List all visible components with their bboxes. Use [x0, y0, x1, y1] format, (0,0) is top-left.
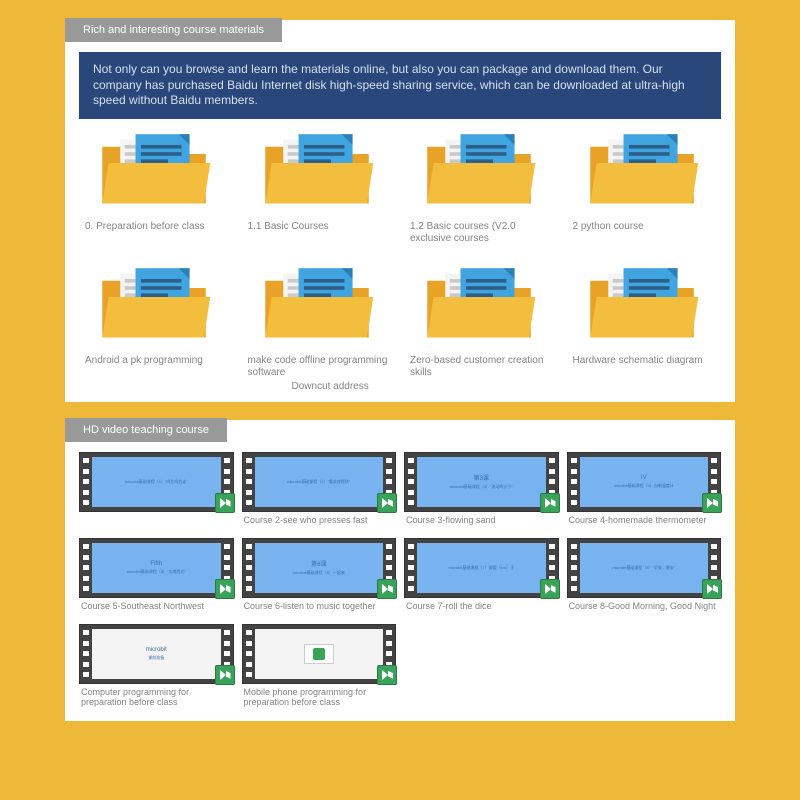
video-label: Course 5-Southeast Northwest [79, 598, 234, 620]
film-strip-icon [80, 539, 92, 597]
folder-label: Zero-based customer creation skills [404, 351, 559, 387]
video-screen: 第6课microbit基础课程（6）一起来 [255, 543, 384, 593]
video-section: HD video teaching course microbit基础课程（1）… [65, 420, 735, 722]
film-strip-icon [405, 539, 417, 597]
video-screen: microbit基础课程（2）"看谁按得快" [255, 457, 384, 507]
video-item[interactable]: IVmicrobit基础课程（4）自制温度计 Course 4-homemade … [567, 452, 722, 534]
video-thumbnail: microbit基础课程（2）"看谁按得快" [242, 452, 397, 512]
video-screen: microbit基础课程（8）"早安，晚安" [580, 543, 709, 593]
folder-label: 0. Preparation before class [79, 217, 234, 243]
folder-icon [242, 127, 397, 217]
folder-label: 2 python course [567, 217, 722, 243]
folder-item[interactable]: Android a pk programming [79, 261, 234, 392]
folder-icon [567, 261, 722, 351]
film-strip-icon [80, 453, 92, 511]
video-label: Course 3-flowing sand [404, 512, 559, 534]
section-header: Rich and interesting course materials [65, 18, 282, 42]
folder-label: Android a pk programming [79, 351, 234, 377]
folder-item[interactable]: Hardware schematic diagram [567, 261, 722, 392]
video-item[interactable]: Mobile phone programming for preparation… [242, 624, 397, 712]
play-badge-icon [377, 665, 397, 685]
video-item[interactable]: 第6课microbit基础课程（6）一起来 Course 6-listen to … [242, 538, 397, 620]
video-item[interactable]: microbit基础课程（2）"看谁按得快" Course 2-see who p… [242, 452, 397, 534]
video-item[interactable]: microbit基础课程（8）"早安，晚安" Course 8-Good Morn… [567, 538, 722, 620]
video-thumbnail: microbit基础课程（1）"向左向右走" [79, 452, 234, 512]
video-item[interactable]: microbit基础课程（1）"向左向右走" [79, 452, 234, 534]
video-grid: microbit基础课程（1）"向左向右走" microbit基础课程（2）"看谁… [65, 442, 735, 712]
video-label: Course 6-listen to music together [242, 598, 397, 620]
video-item[interactable]: microbit课前准备 Computer programming for pre… [79, 624, 234, 712]
play-badge-icon [702, 579, 722, 599]
folder-label: 1.2 Basic courses (V2.0 exclusive course… [404, 217, 559, 253]
play-badge-icon [215, 493, 235, 513]
video-label: Mobile phone programming for preparation… [242, 684, 397, 712]
video-screen: Fifthmicrobit基础课程（5）"东南西北" [92, 543, 221, 593]
folder-sublabel: Downcut address [242, 381, 397, 392]
video-label [79, 512, 234, 534]
folder-icon [404, 127, 559, 217]
video-screen: IVmicrobit基础课程（4）自制温度计 [580, 457, 709, 507]
video-label: Course 7-roll the dice [404, 598, 559, 620]
video-item[interactable]: Fifthmicrobit基础课程（5）"东南西北" Course 5-South… [79, 538, 234, 620]
play-badge-icon [377, 579, 397, 599]
folder-item[interactable]: 1.2 Basic courses (V2.0 exclusive course… [404, 127, 559, 253]
film-strip-icon [568, 539, 580, 597]
film-strip-icon [243, 539, 255, 597]
course-materials-section: Rich and interesting course materials No… [65, 20, 735, 402]
video-thumbnail: IVmicrobit基础课程（4）自制温度计 [567, 452, 722, 512]
folder-item[interactable]: Zero-based customer creation skills [404, 261, 559, 392]
folder-grid: 0. Preparation before class 1.1 Basic Co… [65, 127, 735, 392]
play-badge-icon [215, 579, 235, 599]
video-thumbnail: microbit基础课程（7）掷骰（tou）子 [404, 538, 559, 598]
folder-label: Hardware schematic diagram [567, 351, 722, 377]
play-badge-icon [540, 493, 560, 513]
video-thumbnail: microbit基础课程（8）"早安，晚安" [567, 538, 722, 598]
folder-label: 1.1 Basic Courses [242, 217, 397, 243]
folder-icon [79, 127, 234, 217]
film-strip-icon [405, 453, 417, 511]
film-strip-icon [80, 625, 92, 683]
folder-icon [567, 127, 722, 217]
video-thumbnail: Fifthmicrobit基础课程（5）"东南西北" [79, 538, 234, 598]
video-thumbnail [242, 624, 397, 684]
video-label: Computer programming for preparation bef… [79, 684, 234, 712]
folder-icon [242, 261, 397, 351]
video-screen [255, 629, 384, 679]
play-badge-icon [540, 579, 560, 599]
video-label: Course 2-see who presses fast [242, 512, 397, 534]
video-item[interactable]: microbit基础课程（7）掷骰（tou）子 Course 7-roll the… [404, 538, 559, 620]
video-screen: microbit基础课程（7）掷骰（tou）子 [417, 543, 546, 593]
film-strip-icon [243, 453, 255, 511]
film-strip-icon [243, 625, 255, 683]
play-badge-icon [215, 665, 235, 685]
video-thumbnail: 第6课microbit基础课程（6）一起来 [242, 538, 397, 598]
play-badge-icon [377, 493, 397, 513]
folder-icon [79, 261, 234, 351]
folder-item[interactable]: make code offline programming softwareDo… [242, 261, 397, 392]
video-label: Course 8-Good Morning, Good Night [567, 598, 722, 620]
folder-item[interactable]: 0. Preparation before class [79, 127, 234, 253]
video-item[interactable]: 第3课microbit基础课程（3）"流动的沙子" Course 3-flowin… [404, 452, 559, 534]
video-screen: 第3课microbit基础课程（3）"流动的沙子" [417, 457, 546, 507]
video-thumbnail: 第3课microbit基础课程（3）"流动的沙子" [404, 452, 559, 512]
folder-item[interactable]: 1.1 Basic Courses [242, 127, 397, 253]
description-banner: Not only can you browse and learn the ma… [79, 52, 721, 119]
video-label: Course 4-homemade thermometer [567, 512, 722, 534]
folder-item[interactable]: 2 python course [567, 127, 722, 253]
video-thumbnail: microbit课前准备 [79, 624, 234, 684]
folder-icon [404, 261, 559, 351]
play-badge-icon [702, 493, 722, 513]
film-strip-icon [568, 453, 580, 511]
section-header: HD video teaching course [65, 418, 227, 442]
video-screen: microbit课前准备 [92, 629, 221, 679]
video-screen: microbit基础课程（1）"向左向右走" [92, 457, 221, 507]
